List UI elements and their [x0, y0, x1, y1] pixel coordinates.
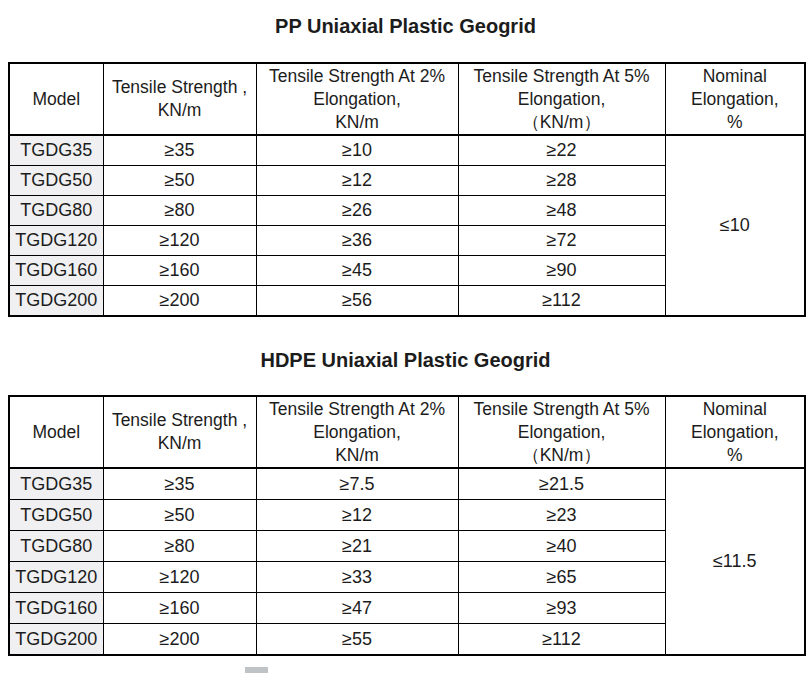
- nominal-elongation-merged-cell: ≤11.5: [665, 468, 805, 655]
- value-cell: ≥26: [256, 196, 458, 226]
- column-header-nominal-elongation: Nominal Elongation, %: [665, 396, 805, 468]
- value-cell: ≥160: [103, 593, 256, 624]
- value-cell: ≥56: [256, 286, 458, 317]
- column-header-nominal-elongation: Nominal Elongation, %: [665, 63, 805, 135]
- hdpe-geogrid-table: Model Tensile Strength , KN/m Tensile St…: [8, 395, 806, 656]
- value-cell: ≥55: [256, 624, 458, 656]
- value-cell: ≥200: [103, 286, 256, 317]
- column-header-tensile-5pct: Tensile Strength At 5% Elongation, （KN/m…: [458, 396, 665, 468]
- value-cell: ≥23: [458, 500, 665, 531]
- value-cell: ≥36: [256, 226, 458, 256]
- table-row: TGDG35 ≥35 ≥7.5 ≥21.5 ≤11.5: [9, 468, 805, 500]
- model-cell: TGDG200: [9, 286, 103, 317]
- value-cell: ≥80: [103, 196, 256, 226]
- value-cell: ≥112: [458, 286, 665, 317]
- value-cell: ≥50: [103, 166, 256, 196]
- pp-header-row: Model Tensile Strength , KN/m Tensile St…: [9, 63, 805, 135]
- value-cell: ≥21.5: [458, 468, 665, 500]
- model-cell: TGDG160: [9, 593, 103, 624]
- column-header-tensile-2pct: Tensile Strength At 2% Elongation, KN/m: [256, 63, 458, 135]
- model-cell: TGDG200: [9, 624, 103, 656]
- column-header-model: Model: [9, 396, 103, 468]
- value-cell: ≥50: [103, 500, 256, 531]
- value-cell: ≥12: [256, 166, 458, 196]
- pp-table-title: PP Uniaxial Plastic Geogrid: [0, 0, 811, 38]
- column-header-tensile-2pct: Tensile Strength At 2% Elongation, KN/m: [256, 396, 458, 468]
- column-header-tensile-strength: Tensile Strength , KN/m: [103, 63, 256, 135]
- table-row: TGDG35 ≥35 ≥10 ≥22 ≤10: [9, 135, 805, 166]
- value-cell: ≥48: [458, 196, 665, 226]
- value-cell: ≥12: [256, 500, 458, 531]
- column-header-tensile-strength: Tensile Strength , KN/m: [103, 396, 256, 468]
- model-cell: TGDG120: [9, 562, 103, 593]
- model-cell: TGDG160: [9, 256, 103, 286]
- value-cell: ≥33: [256, 562, 458, 593]
- horizontal-scrollbar-thumb[interactable]: [245, 667, 268, 673]
- value-cell: ≥35: [103, 135, 256, 166]
- value-cell: ≥22: [458, 135, 665, 166]
- value-cell: ≥80: [103, 531, 256, 562]
- column-header-tensile-5pct: Tensile Strength At 5% Elongation, （KN/m…: [458, 63, 665, 135]
- value-cell: ≥47: [256, 593, 458, 624]
- pp-geogrid-table: Model Tensile Strength , KN/m Tensile St…: [8, 62, 806, 317]
- model-cell: TGDG50: [9, 500, 103, 531]
- model-cell: TGDG80: [9, 196, 103, 226]
- model-cell: TGDG50: [9, 166, 103, 196]
- value-cell: ≥65: [458, 562, 665, 593]
- value-cell: ≥45: [256, 256, 458, 286]
- value-cell: ≥93: [458, 593, 665, 624]
- value-cell: ≥21: [256, 531, 458, 562]
- model-cell: TGDG35: [9, 468, 103, 500]
- model-cell: TGDG120: [9, 226, 103, 256]
- value-cell: ≥40: [458, 531, 665, 562]
- nominal-elongation-merged-cell: ≤10: [665, 135, 805, 316]
- value-cell: ≥28: [458, 166, 665, 196]
- value-cell: ≥72: [458, 226, 665, 256]
- model-cell: TGDG35: [9, 135, 103, 166]
- value-cell: ≥120: [103, 226, 256, 256]
- value-cell: ≥200: [103, 624, 256, 656]
- hdpe-header-row: Model Tensile Strength , KN/m Tensile St…: [9, 396, 805, 468]
- hdpe-table-title: HDPE Uniaxial Plastic Geogrid: [0, 348, 811, 372]
- value-cell: ≥7.5: [256, 468, 458, 500]
- value-cell: ≥112: [458, 624, 665, 656]
- model-cell: TGDG80: [9, 531, 103, 562]
- value-cell: ≥120: [103, 562, 256, 593]
- value-cell: ≥160: [103, 256, 256, 286]
- value-cell: ≥90: [458, 256, 665, 286]
- column-header-model: Model: [9, 63, 103, 135]
- value-cell: ≥35: [103, 468, 256, 500]
- value-cell: ≥10: [256, 135, 458, 166]
